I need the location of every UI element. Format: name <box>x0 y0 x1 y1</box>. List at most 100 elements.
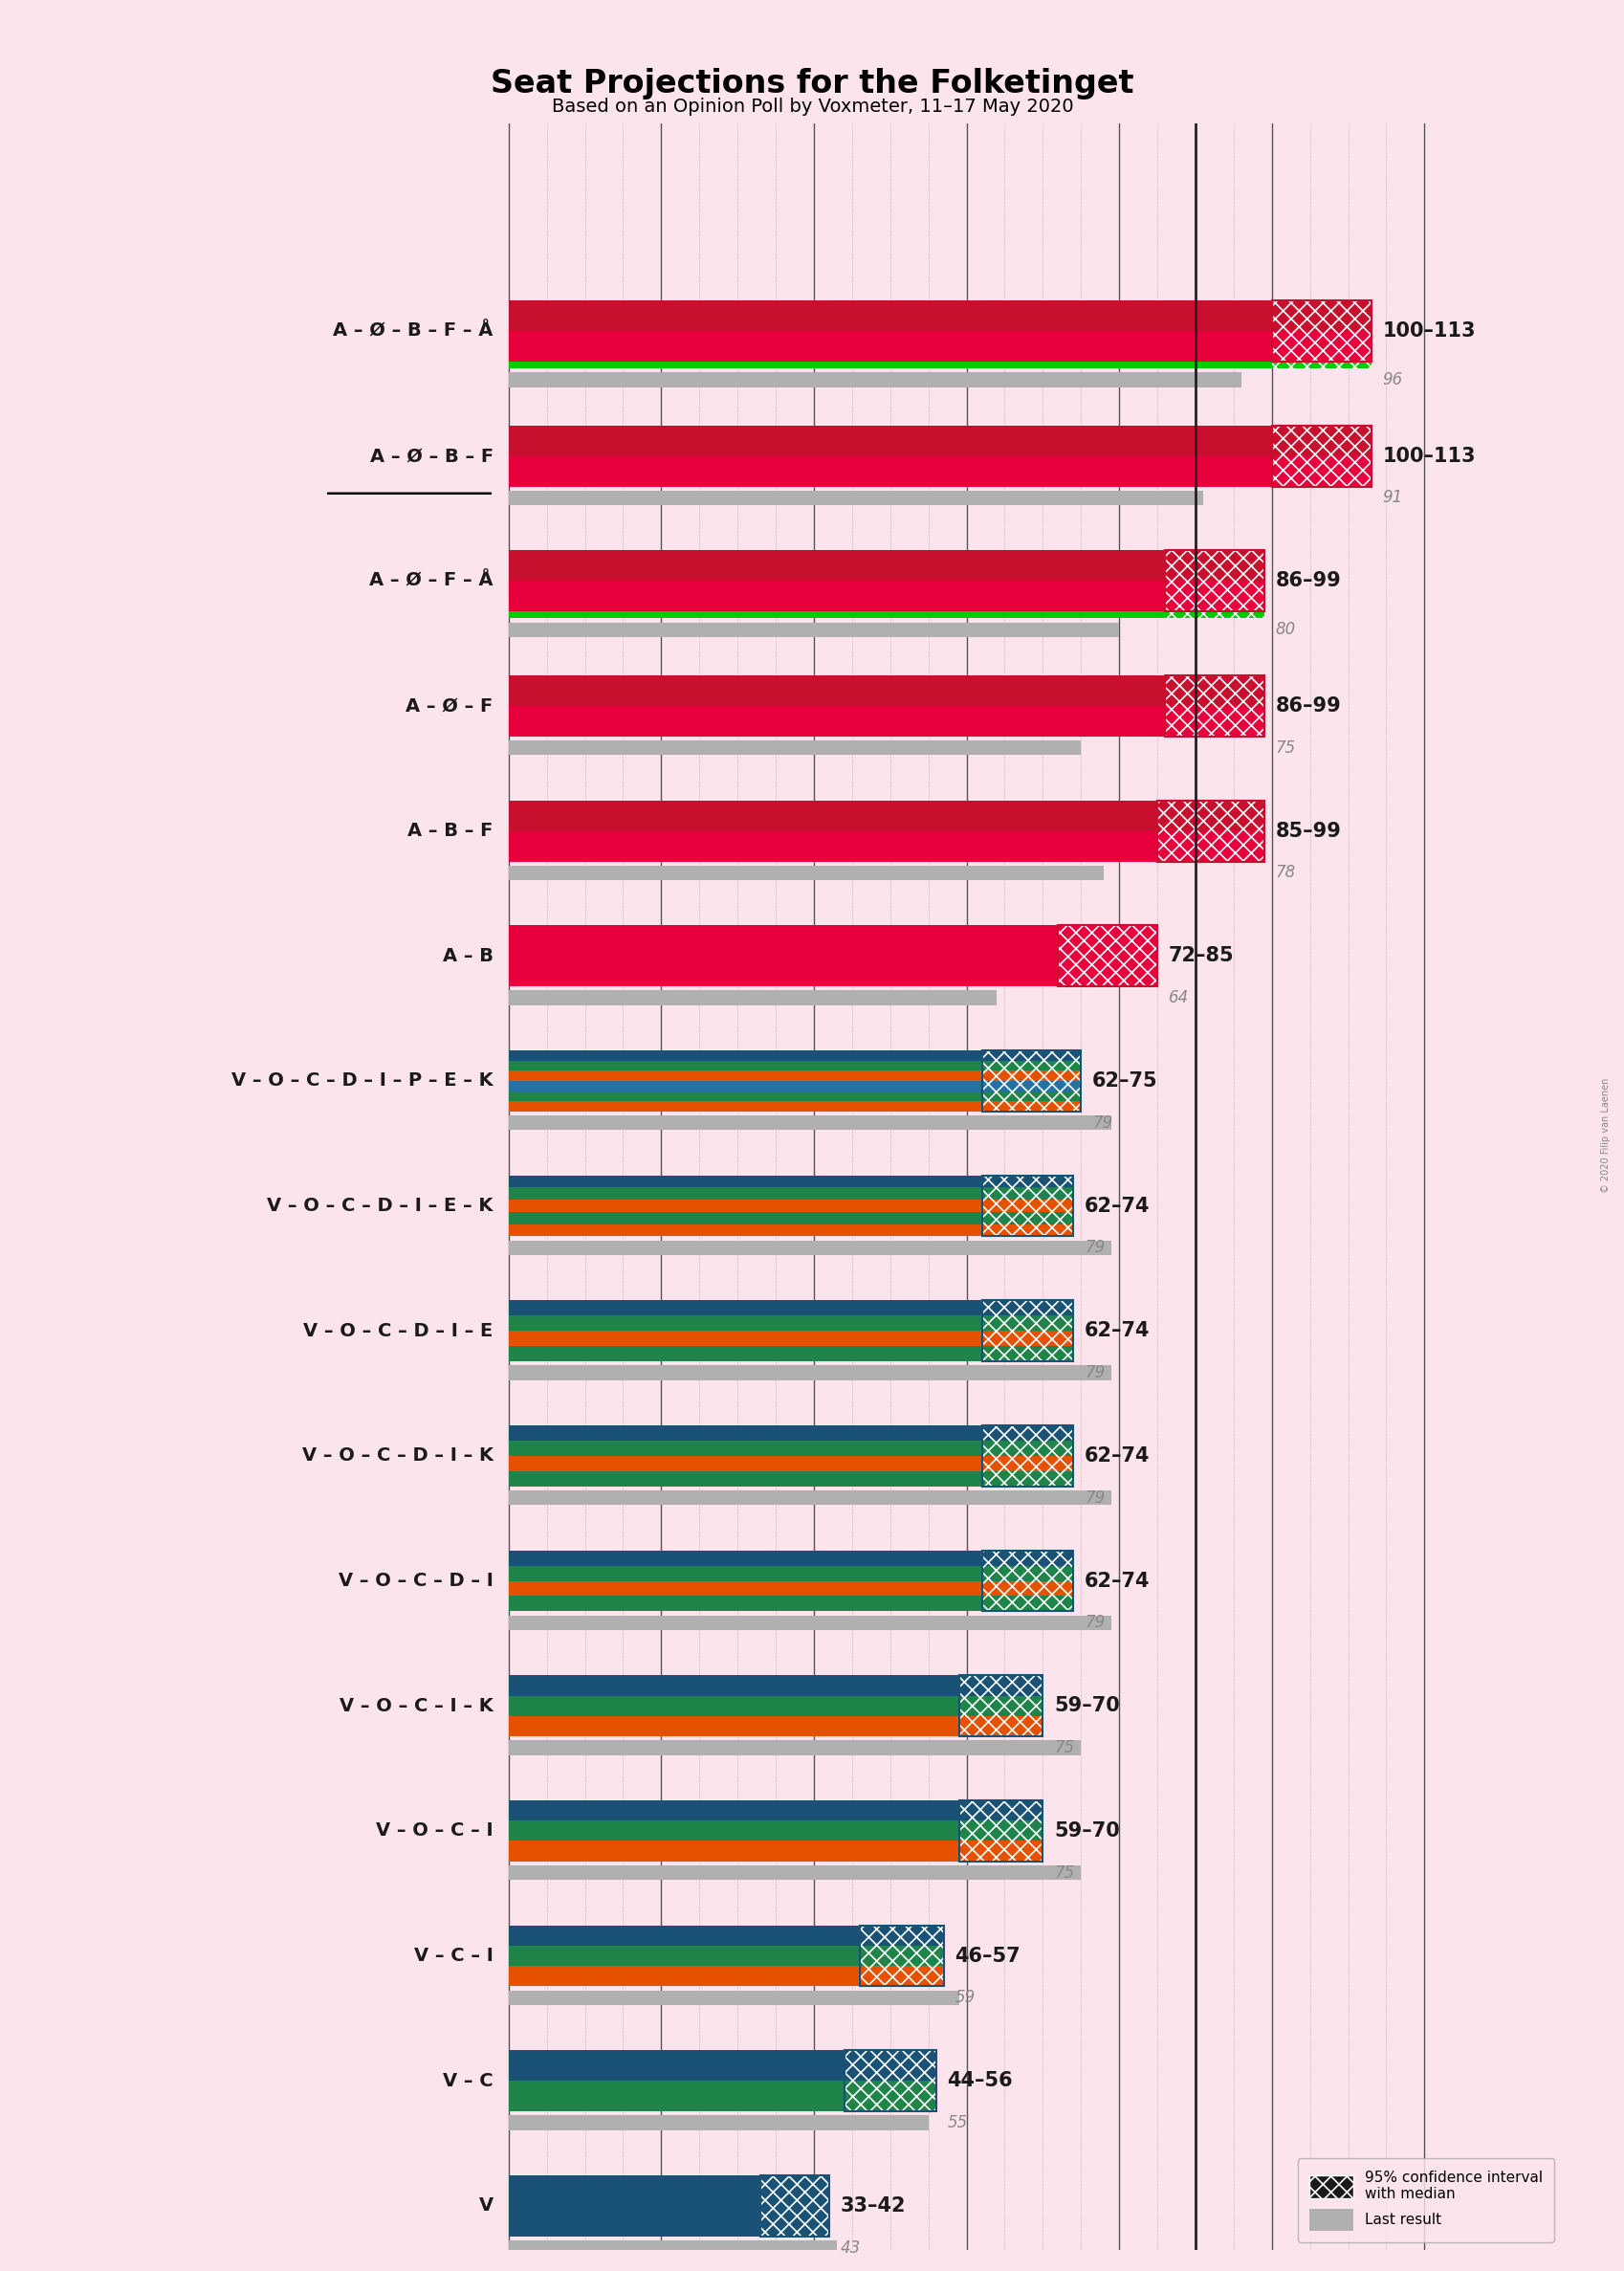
Bar <box>508 456 1272 486</box>
Bar <box>508 1926 859 1946</box>
Bar <box>508 1696 958 1717</box>
Bar <box>981 1331 1073 1347</box>
Bar <box>1164 550 1263 581</box>
Bar <box>508 1676 958 1696</box>
Text: V – O – C – D – I – E: V – O – C – D – I – E <box>304 1322 494 1340</box>
Bar <box>508 865 1103 881</box>
Bar <box>508 581 1164 611</box>
Text: V – O – C – D – I – P – E – K: V – O – C – D – I – P – E – K <box>232 1072 494 1090</box>
Bar <box>508 990 997 1006</box>
Text: 100–113: 100–113 <box>1382 322 1475 341</box>
Bar <box>1272 361 1371 368</box>
Bar <box>981 1081 1080 1090</box>
Text: 85–99: 85–99 <box>1275 822 1341 840</box>
Bar <box>508 1615 1111 1631</box>
Bar <box>1164 674 1263 706</box>
Bar <box>981 1551 1073 1565</box>
Text: 86–99: 86–99 <box>1275 697 1340 715</box>
Text: V – O – C – I: V – O – C – I <box>375 1821 494 1840</box>
Bar <box>508 361 1272 368</box>
Bar <box>981 1176 1073 1188</box>
Bar <box>760 2176 828 2237</box>
Bar <box>508 491 1202 504</box>
Bar <box>508 1989 958 2005</box>
Bar <box>508 1456 981 1472</box>
Bar <box>508 674 1164 706</box>
Bar <box>1272 425 1371 456</box>
Text: 75: 75 <box>1275 738 1296 756</box>
Text: 75: 75 <box>1054 1740 1073 1755</box>
Bar <box>508 1426 981 1440</box>
Bar <box>958 1821 1043 1842</box>
Bar <box>508 1240 1111 1256</box>
Bar <box>958 1842 1043 1862</box>
Bar <box>859 1926 944 1946</box>
Bar <box>859 1946 944 1967</box>
Text: 62–74: 62–74 <box>1085 1197 1150 1215</box>
Bar <box>1272 332 1371 361</box>
Bar <box>844 2051 935 2080</box>
Bar <box>1164 611 1263 618</box>
Text: 33–42: 33–42 <box>840 2196 906 2214</box>
Bar <box>1156 831 1263 861</box>
Text: A – Ø – F – Å: A – Ø – F – Å <box>369 572 494 590</box>
Text: 59: 59 <box>955 1989 974 2005</box>
Bar <box>508 550 1164 581</box>
Text: 79: 79 <box>1085 1615 1104 1631</box>
Legend: 95% confidence interval
with median, Last result: 95% confidence interval with median, Las… <box>1298 2157 1554 2244</box>
Bar <box>508 425 1272 456</box>
Bar <box>508 1717 958 1737</box>
Text: V – C: V – C <box>443 2071 494 2089</box>
Bar <box>508 1070 981 1081</box>
Bar <box>981 1090 1080 1101</box>
Bar <box>981 1188 1073 1199</box>
Bar <box>981 1213 1073 1224</box>
Bar <box>508 1061 981 1070</box>
Bar <box>508 1081 981 1090</box>
Bar <box>1164 581 1263 611</box>
Bar <box>1164 706 1263 736</box>
Bar <box>508 831 1156 861</box>
Bar <box>508 706 1164 736</box>
Bar <box>508 2051 844 2080</box>
Bar <box>981 1440 1073 1456</box>
Bar <box>508 1051 981 1061</box>
Bar <box>508 1347 981 1360</box>
Bar <box>981 1301 1073 1315</box>
Bar <box>508 1365 1111 1381</box>
Text: 62–74: 62–74 <box>1085 1322 1150 1340</box>
Bar <box>508 1101 981 1111</box>
Bar <box>508 1551 981 1565</box>
Bar <box>508 740 1080 756</box>
Bar <box>508 2239 836 2255</box>
Bar <box>958 1801 1043 1821</box>
Bar <box>958 1676 1043 1696</box>
Bar <box>508 622 1119 638</box>
Bar <box>981 1581 1073 1597</box>
Text: 100–113: 100–113 <box>1382 447 1475 466</box>
Bar <box>508 1331 981 1347</box>
Bar <box>508 1224 981 1235</box>
Text: A – Ø – F: A – Ø – F <box>406 697 494 715</box>
Text: 59–70: 59–70 <box>1054 1821 1119 1840</box>
Bar <box>508 1565 981 1581</box>
Text: 86–99: 86–99 <box>1275 572 1340 590</box>
Text: V – O – C – D – I – K: V – O – C – D – I – K <box>302 1447 494 1465</box>
Bar <box>958 1717 1043 1737</box>
Bar <box>508 1440 981 1456</box>
Text: 62–75: 62–75 <box>1091 1072 1158 1090</box>
Bar <box>1156 799 1263 831</box>
Bar <box>981 1224 1073 1235</box>
Text: A – Ø – B – F – Å: A – Ø – B – F – Å <box>333 322 494 341</box>
Bar <box>508 1946 859 1967</box>
Bar <box>508 300 1272 332</box>
Bar <box>508 1188 981 1199</box>
Text: A – Ø – B – F: A – Ø – B – F <box>370 447 494 466</box>
Text: 72–85: 72–85 <box>1168 947 1234 965</box>
Text: 55: 55 <box>947 2114 968 2130</box>
Text: Based on an Opinion Poll by Voxmeter, 11–17 May 2020: Based on an Opinion Poll by Voxmeter, 11… <box>551 98 1073 116</box>
Text: 43: 43 <box>840 2239 861 2255</box>
Text: 79: 79 <box>1091 1115 1112 1131</box>
Bar <box>508 1864 1080 1880</box>
Bar <box>508 1301 981 1315</box>
